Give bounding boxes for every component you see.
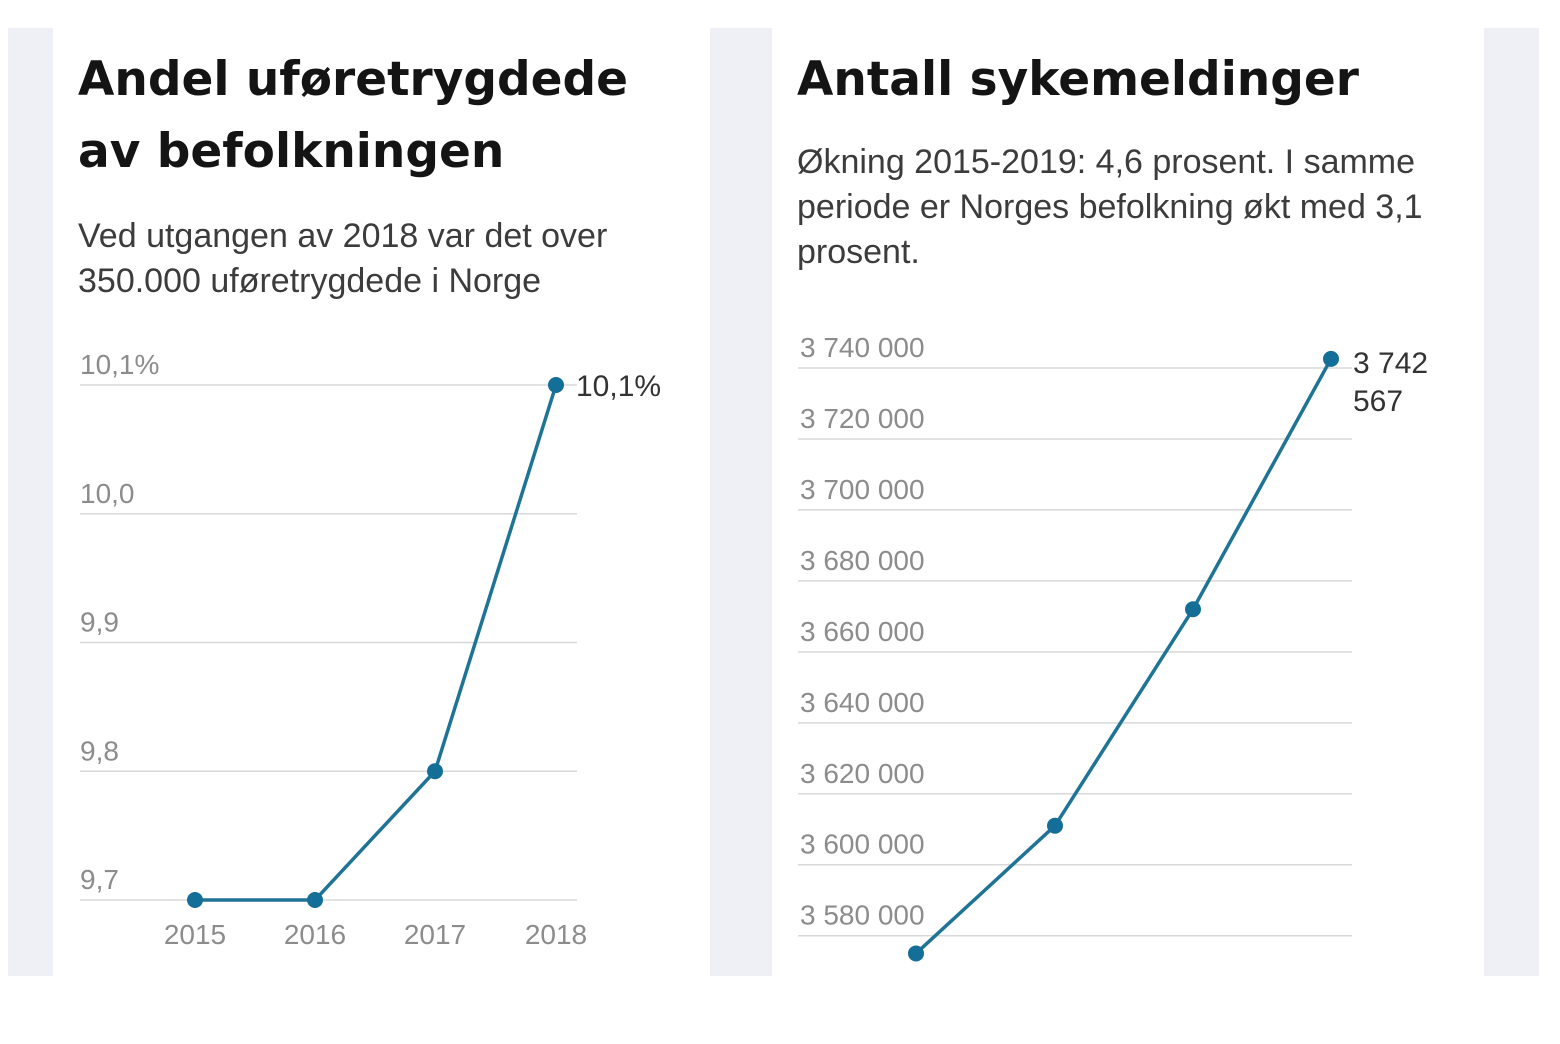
chart-2-plot: 3 740 000 3 720 000 3 700 000 3 680 000 3 66… [798, 332, 1428, 962]
chart-1-subtitle: Ved utgangen av 2018 var det over 350.00… [78, 217, 608, 300]
y-tick-label: 3 720 000 [800, 403, 925, 434]
data-point [307, 892, 323, 908]
y-tick-label: 10,0 [80, 478, 135, 509]
chart-panel-sykemeldinger [772, 28, 1484, 976]
y-tick-label: 10,1% [80, 349, 159, 380]
right-margin-strip [1484, 28, 1539, 976]
data-point [908, 945, 924, 962]
y-tick-label: 3 680 000 [800, 545, 925, 576]
data-point [187, 892, 203, 908]
data-point [1047, 817, 1063, 834]
chart-1-title: Andel uføretrygdede av befolkningen [78, 52, 629, 179]
series-line [914, 358, 1333, 955]
y-tick-label: 9,7 [80, 864, 119, 895]
data-point [427, 763, 443, 780]
chart-2-title: Antall sykemeldinger [797, 52, 1359, 107]
x-tick-label: 2015 [164, 919, 226, 950]
y-tick-label: 3 600 000 [800, 829, 925, 860]
data-label: 567 [1353, 385, 1403, 418]
data-point [1185, 601, 1201, 618]
series-line [195, 384, 558, 902]
chart-2-subtitle: Økning 2015-2019: 4,6 prosent. I samme p… [797, 143, 1423, 271]
data-label: 10,1% [576, 370, 661, 403]
y-tick-label: 3 700 000 [800, 474, 925, 505]
middle-margin-strip [710, 28, 772, 976]
left-margin-strip [8, 28, 53, 976]
y-tick-label: 9,9 [80, 607, 119, 638]
y-tick-label: 3 640 000 [800, 687, 925, 718]
x-tick-label: 2016 [284, 919, 346, 950]
y-tick-label: 3 580 000 [800, 900, 925, 931]
y-tick-label: 9,8 [80, 735, 119, 766]
y-tick-label: 3 740 000 [800, 332, 925, 363]
chart-1-plot: 10,1% 10,0 9,9 9,8 9,7 2015 2016 2017 2018 10,1% [80, 349, 661, 950]
data-point [1323, 350, 1339, 367]
y-tick-label: 3 620 000 [800, 758, 925, 789]
data-label: 3 742 [1353, 347, 1428, 380]
chart-panel-uforetrygdede [53, 28, 710, 976]
data-point [548, 377, 564, 393]
x-tick-label: 2017 [404, 919, 466, 950]
y-tick-label: 3 660 000 [800, 616, 925, 647]
x-tick-label: 2018 [525, 919, 587, 950]
